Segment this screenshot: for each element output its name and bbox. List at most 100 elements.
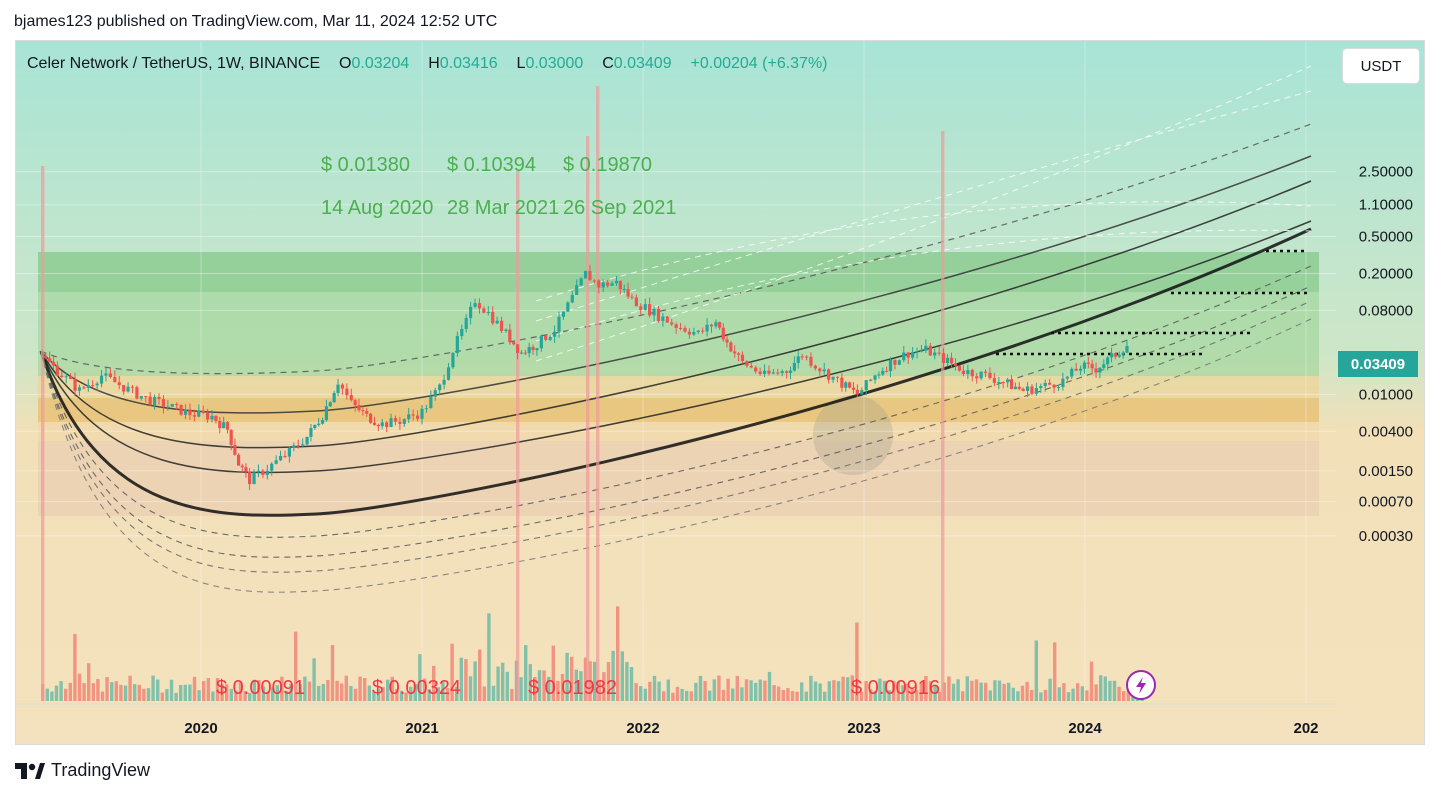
volume-bar xyxy=(809,675,813,701)
volume-bar xyxy=(754,682,758,701)
candle-body xyxy=(714,322,718,327)
volume-bar xyxy=(652,675,657,701)
volume-bar xyxy=(510,688,514,701)
date-annotation: 28 Mar 2021 xyxy=(447,197,559,219)
volume-bar xyxy=(823,691,827,701)
volume-bar xyxy=(928,681,933,701)
volume-bar xyxy=(432,665,436,701)
price-tick-label: 0.00030 xyxy=(1359,528,1413,545)
candle-body xyxy=(1043,382,1047,387)
candle-body xyxy=(433,390,437,397)
chart-canvas[interactable]: $ 0.01380 14 Aug 2020 $ 0.10394 28 Mar 2021… xyxy=(16,41,1425,745)
fan-curve xyxy=(40,318,1312,593)
candle-body xyxy=(835,376,840,378)
candle-body xyxy=(407,414,411,420)
volume-bar xyxy=(248,692,252,701)
lightning-icon[interactable] xyxy=(1126,670,1156,700)
candle-body xyxy=(692,332,696,335)
candle-body xyxy=(1078,368,1083,371)
candle-body xyxy=(988,372,992,379)
volume-bar xyxy=(689,691,693,701)
candle-body xyxy=(893,359,897,365)
volume-bar xyxy=(836,681,841,701)
candle-body xyxy=(1098,367,1102,373)
volume-bar xyxy=(910,687,914,701)
volume-bar xyxy=(409,686,413,701)
candle-body xyxy=(233,444,237,455)
candle-body xyxy=(749,365,753,368)
candle-body xyxy=(970,369,974,377)
candle-body xyxy=(349,395,353,401)
candle-body xyxy=(429,396,433,409)
candle-body xyxy=(1048,382,1052,385)
dotted-levels xyxy=(996,249,1308,356)
volume-bar xyxy=(772,685,776,701)
candle-body xyxy=(1102,364,1106,368)
volume-bar xyxy=(901,685,905,701)
low-value: 0.03000 xyxy=(525,55,584,72)
volume-spike xyxy=(516,171,520,701)
volume-bar xyxy=(864,681,868,701)
volume-bar xyxy=(579,671,583,701)
candle-body xyxy=(997,382,1001,384)
volume-bar xyxy=(1057,687,1061,701)
candle-body xyxy=(709,324,714,327)
chart-frame[interactable]: $ 0.01380 14 Aug 2020 $ 0.10394 28 Mar 2021… xyxy=(15,40,1425,745)
candle-body xyxy=(1039,386,1043,389)
volume-bar xyxy=(133,684,137,701)
volume-bar xyxy=(896,681,900,701)
volume-bar xyxy=(413,684,417,701)
currency-button[interactable]: USDT xyxy=(1342,48,1420,84)
high-value: 0.03416 xyxy=(439,55,498,72)
volume-bar xyxy=(335,680,339,701)
candle-body xyxy=(800,356,804,358)
price-tick-label: 0.00400 xyxy=(1359,423,1413,440)
candle-body xyxy=(683,328,687,332)
tradingview-logo-icon xyxy=(15,762,45,779)
fan-extension xyxy=(535,90,1312,322)
candle-body xyxy=(557,316,561,332)
volume-bar xyxy=(800,682,804,701)
price-axis[interactable]: 2.50000 1.10000 0.50000 0.20000 0.08000 0.010… xyxy=(1359,164,1413,545)
tradingview-logo[interactable]: TradingView xyxy=(15,760,150,781)
volume-bar xyxy=(225,684,229,701)
volume-bar xyxy=(340,683,344,701)
symbol-name: Celer Network / TetherUS, 1W, BINANCE xyxy=(27,55,321,72)
volume-bar xyxy=(487,613,491,701)
candle-body xyxy=(758,371,762,374)
close-label: C xyxy=(602,55,614,72)
candle-body xyxy=(915,351,919,353)
time-axis[interactable]: Apr20202021202220232024202 xyxy=(16,720,1319,737)
price-tick-label: 0.20000 xyxy=(1359,265,1413,282)
candle-body xyxy=(979,371,983,379)
volume-bar xyxy=(192,676,197,701)
candle-body xyxy=(361,410,365,412)
volume-bar xyxy=(744,679,749,701)
candle-body xyxy=(340,384,345,389)
candle-body xyxy=(1021,388,1025,391)
candle-body xyxy=(210,415,214,420)
volume-bar xyxy=(708,690,712,701)
candle-body xyxy=(48,357,52,362)
candle-body xyxy=(919,350,924,352)
volume-spike xyxy=(596,86,600,701)
volume-bar xyxy=(473,661,477,701)
candle-body xyxy=(398,421,402,424)
volume-bar xyxy=(307,681,312,701)
volume-bar xyxy=(261,686,266,701)
volume-bar xyxy=(1007,682,1011,701)
fan-extension xyxy=(535,201,1312,302)
candle-body xyxy=(652,308,656,316)
volume-bar xyxy=(353,688,358,701)
candle-body xyxy=(108,373,112,378)
volume-bar xyxy=(478,649,482,701)
volume-bar xyxy=(160,692,164,701)
volume-bar xyxy=(1011,687,1015,701)
candle-body xyxy=(553,331,557,337)
volume-bar xyxy=(588,661,592,701)
candle-body xyxy=(113,377,117,383)
volume-bar xyxy=(721,689,726,701)
candle-body xyxy=(201,410,205,413)
candle-body xyxy=(369,413,373,423)
volume-bar xyxy=(1016,691,1020,701)
